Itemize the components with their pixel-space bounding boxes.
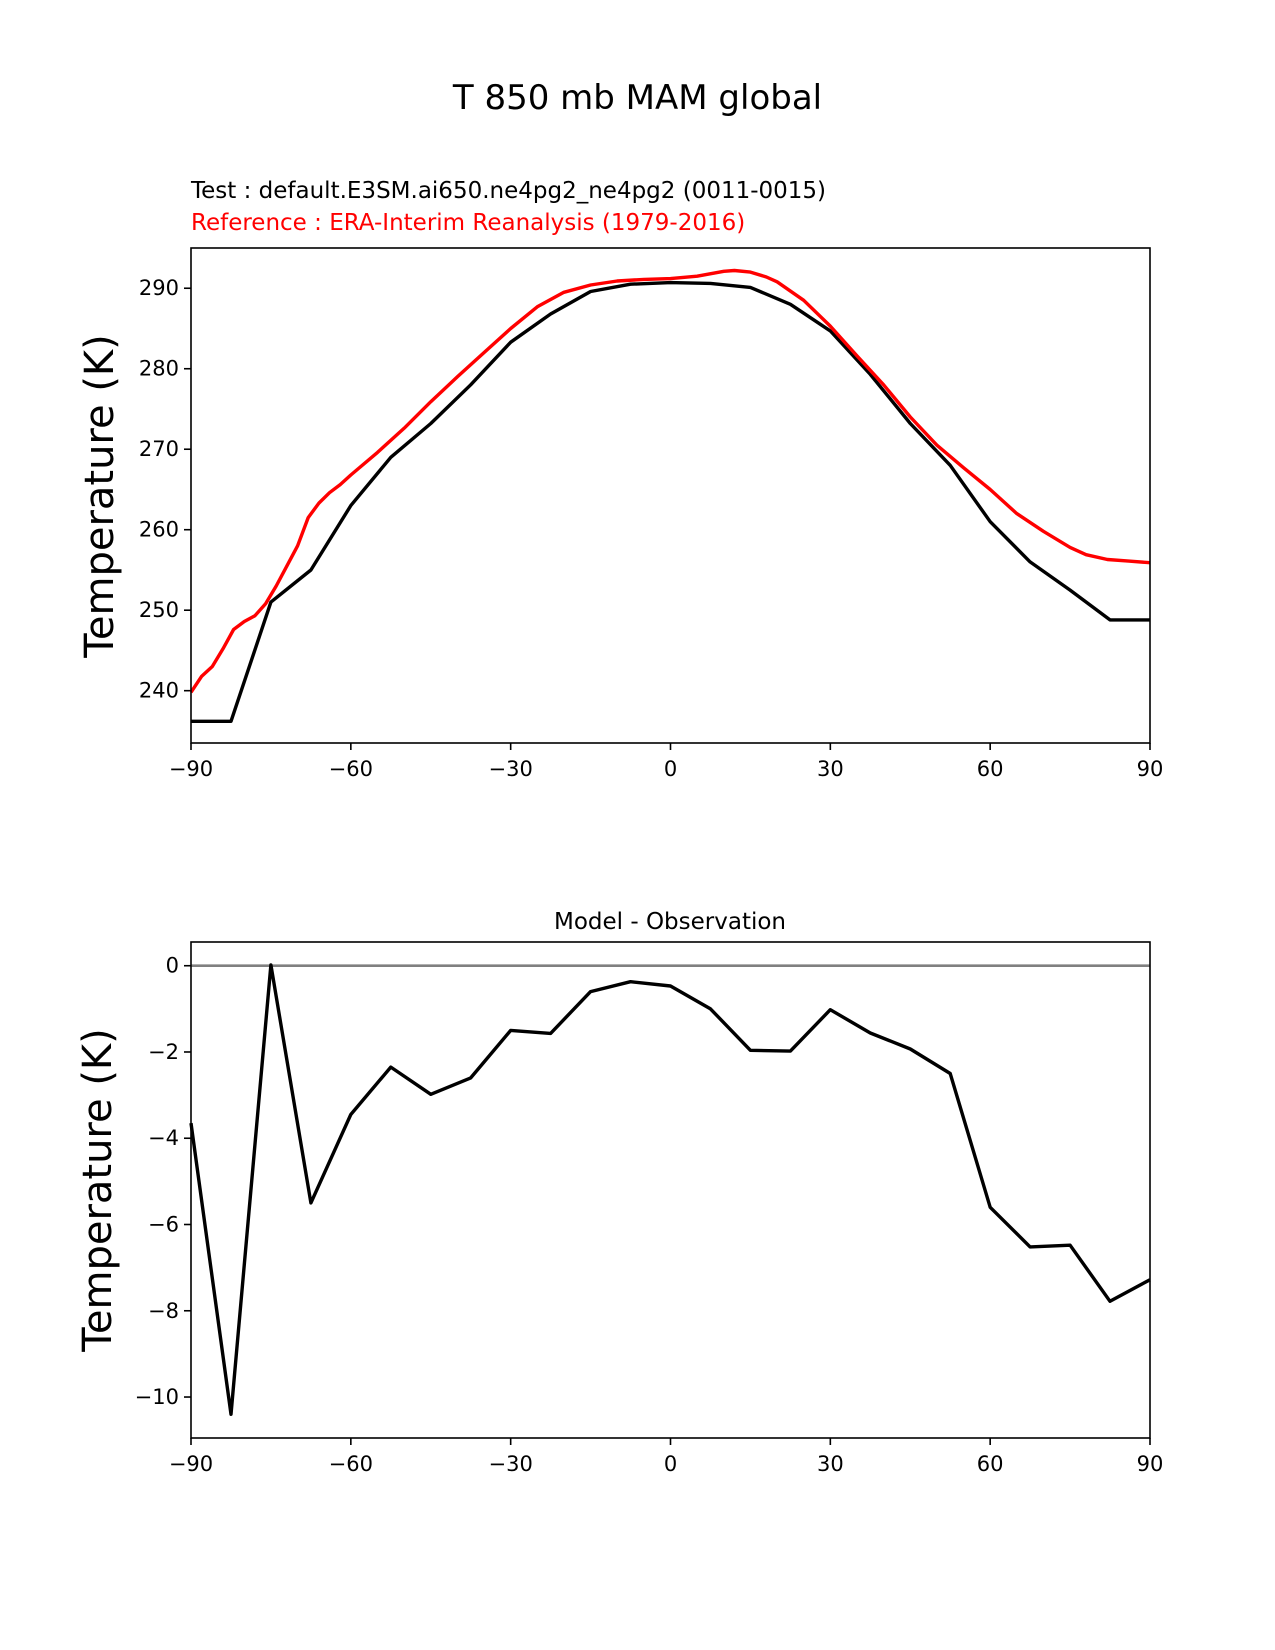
bottom-ytick-label: 0 <box>166 954 179 978</box>
bottom-xtick-label: 0 <box>664 1452 677 1476</box>
bottom-ytick-label: −8 <box>148 1299 179 1323</box>
top-axes: −90 −60 −30 0 30 60 90 240 250 260 270 280 290 <box>139 276 1163 781</box>
bottom-xtick-label: −90 <box>169 1452 213 1476</box>
top-ytick-label: 290 <box>139 276 179 300</box>
top-panel: Test : default.E3SM.ai650.ne4pg2_ne4pg2 … <box>77 178 1163 781</box>
top-xtick-label: −90 <box>169 757 213 781</box>
bottom-series <box>189 963 1151 1417</box>
top-xtick-label: 30 <box>817 757 844 781</box>
top-ytick-label: 260 <box>139 518 179 542</box>
bottom-xtick-label: −30 <box>489 1452 533 1476</box>
bottom-xtick-label: 30 <box>817 1452 844 1476</box>
top-xtick-label: 60 <box>977 757 1004 781</box>
bottom-plot-frame <box>190 941 1151 1439</box>
bottom-ytick-label: −4 <box>148 1126 179 1150</box>
bottom-xtick-label: 90 <box>1137 1452 1164 1476</box>
top-xtick-label: −60 <box>329 757 373 781</box>
top-xtick-label: 0 <box>664 757 677 781</box>
bottom-ylabel: Temperature (K) <box>75 1028 121 1353</box>
top-test-series-line <box>191 280 1150 723</box>
bottom-xtick-label: 60 <box>977 1452 1004 1476</box>
bottom-panel: Model - Observation −90 −60 −30 0 30 60 90−10−… <box>75 909 1163 1476</box>
top-plot-frame <box>190 247 1151 744</box>
reference-label: Reference : ERA-Interim Reanalysis (1979… <box>191 210 745 236</box>
bottom-ytick-label: −10 <box>135 1385 179 1409</box>
top-reference-series-line <box>189 268 1151 694</box>
top-ytick-label: 280 <box>139 357 179 381</box>
top-ytick-label: 270 <box>139 437 179 461</box>
test-label: Test : default.E3SM.ai650.ne4pg2_ne4pg2 … <box>190 178 826 204</box>
top-ytick-label: 240 <box>139 679 179 703</box>
bottom-title: Model - Observation <box>554 909 786 935</box>
figure-title: T 850 mb MAM global <box>452 78 822 118</box>
bottom-axes: −90 −60 −30 0 30 60 90 −10 −8 −6 −4 −2 0 <box>135 954 1164 1476</box>
bottom-model-observation-series-line <box>189 963 1151 1417</box>
top-ytick-label: 250 <box>139 598 179 622</box>
bottom-ytick-label: −2 <box>148 1040 179 1064</box>
top-ylabel: Temperature (K) <box>77 334 123 659</box>
bottom-ytick-label: −6 <box>148 1213 179 1237</box>
bottom-xtick-label: −60 <box>329 1452 373 1476</box>
top-xtick-label: 90 <box>1137 757 1164 781</box>
top-series <box>189 268 1151 723</box>
top-xtick-label: −30 <box>489 757 533 781</box>
